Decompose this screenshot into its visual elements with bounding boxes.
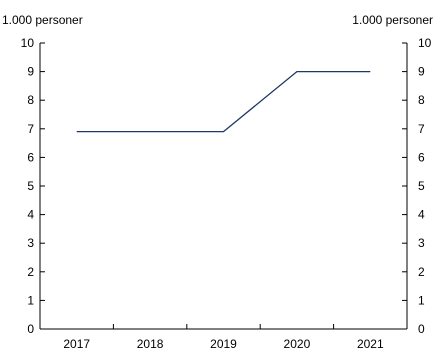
- y-tick-label-left: 2: [27, 265, 34, 279]
- y-tick-label-right: 3: [418, 236, 425, 250]
- x-tick-label: 2021: [357, 337, 384, 351]
- y-tick-label-left: 4: [27, 208, 34, 222]
- x-tick-label: 2017: [63, 337, 90, 351]
- y-tick-label-left: 1: [27, 293, 34, 307]
- x-tick-label: 2019: [210, 337, 237, 351]
- y-tick-label-right: 9: [418, 65, 425, 79]
- y-tick-label-right: 1: [418, 293, 425, 307]
- x-tick-label: 2018: [137, 337, 164, 351]
- y-tick-label-right: 0: [418, 322, 425, 336]
- y-tick-label-right: 4: [418, 208, 425, 222]
- y-tick-label-left: 0: [27, 322, 34, 336]
- y-tick-label-left: 6: [27, 150, 34, 164]
- y-ticks-right: 0 1 2 3 4 5 6 7 8 9 10: [402, 36, 432, 336]
- y-tick-label-right: 5: [418, 179, 425, 193]
- y-tick-label-left: 7: [27, 122, 34, 136]
- x-tick-label: 2020: [284, 337, 311, 351]
- series-line: [76, 70, 371, 133]
- y-tick-label-left: 5: [27, 179, 34, 193]
- y-tick-label-left: 9: [27, 65, 34, 79]
- y-tick-label-left: 3: [27, 236, 34, 250]
- y-tick-label-right: 2: [418, 265, 425, 279]
- y-tick-label-right: 8: [418, 93, 425, 107]
- x-ticks: 2017 2018 2019 2020 2021: [39, 324, 408, 351]
- y-tick-label-right: 10: [418, 36, 432, 50]
- y-tick-label-left: 8: [27, 93, 34, 107]
- y-axis-unit-right: 1.000 personer: [352, 13, 433, 27]
- y-ticks-left: 0 1 2 3 4 5 6 7 8 9 10: [21, 36, 45, 336]
- axes: [39, 43, 408, 330]
- series-layer: [76, 70, 371, 133]
- y-axis-unit-left: 1.000 personer: [2, 13, 83, 27]
- y-tick-label-right: 6: [418, 150, 425, 164]
- y-tick-label-left: 10: [21, 36, 35, 50]
- y-tick-label-right: 7: [418, 122, 425, 136]
